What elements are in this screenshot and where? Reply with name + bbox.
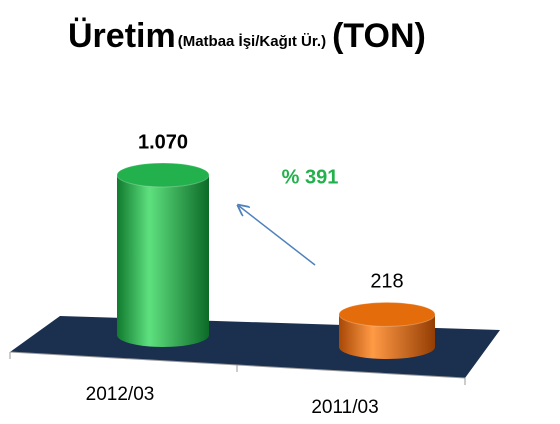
bar-top [116,162,210,188]
bar-top [338,301,436,327]
value-label: 1.070 [138,131,188,153]
arrow [239,206,316,266]
value-label: 218 [370,271,403,293]
title: Üretim [68,17,176,55]
x-tick-label: 2011/03 [311,397,378,418]
bar [339,314,435,359]
chart-title: Üretim (Matbaa İşi/Kağıt Ür.) (TON) [68,17,426,55]
bar [117,175,209,347]
unit: (TON) [332,17,426,55]
subtitle: (Matbaa İşi/Kağıt Ür.) [178,33,326,50]
x-tick-label: 2012/03 [86,384,155,405]
annotation: % 391 [282,166,339,188]
